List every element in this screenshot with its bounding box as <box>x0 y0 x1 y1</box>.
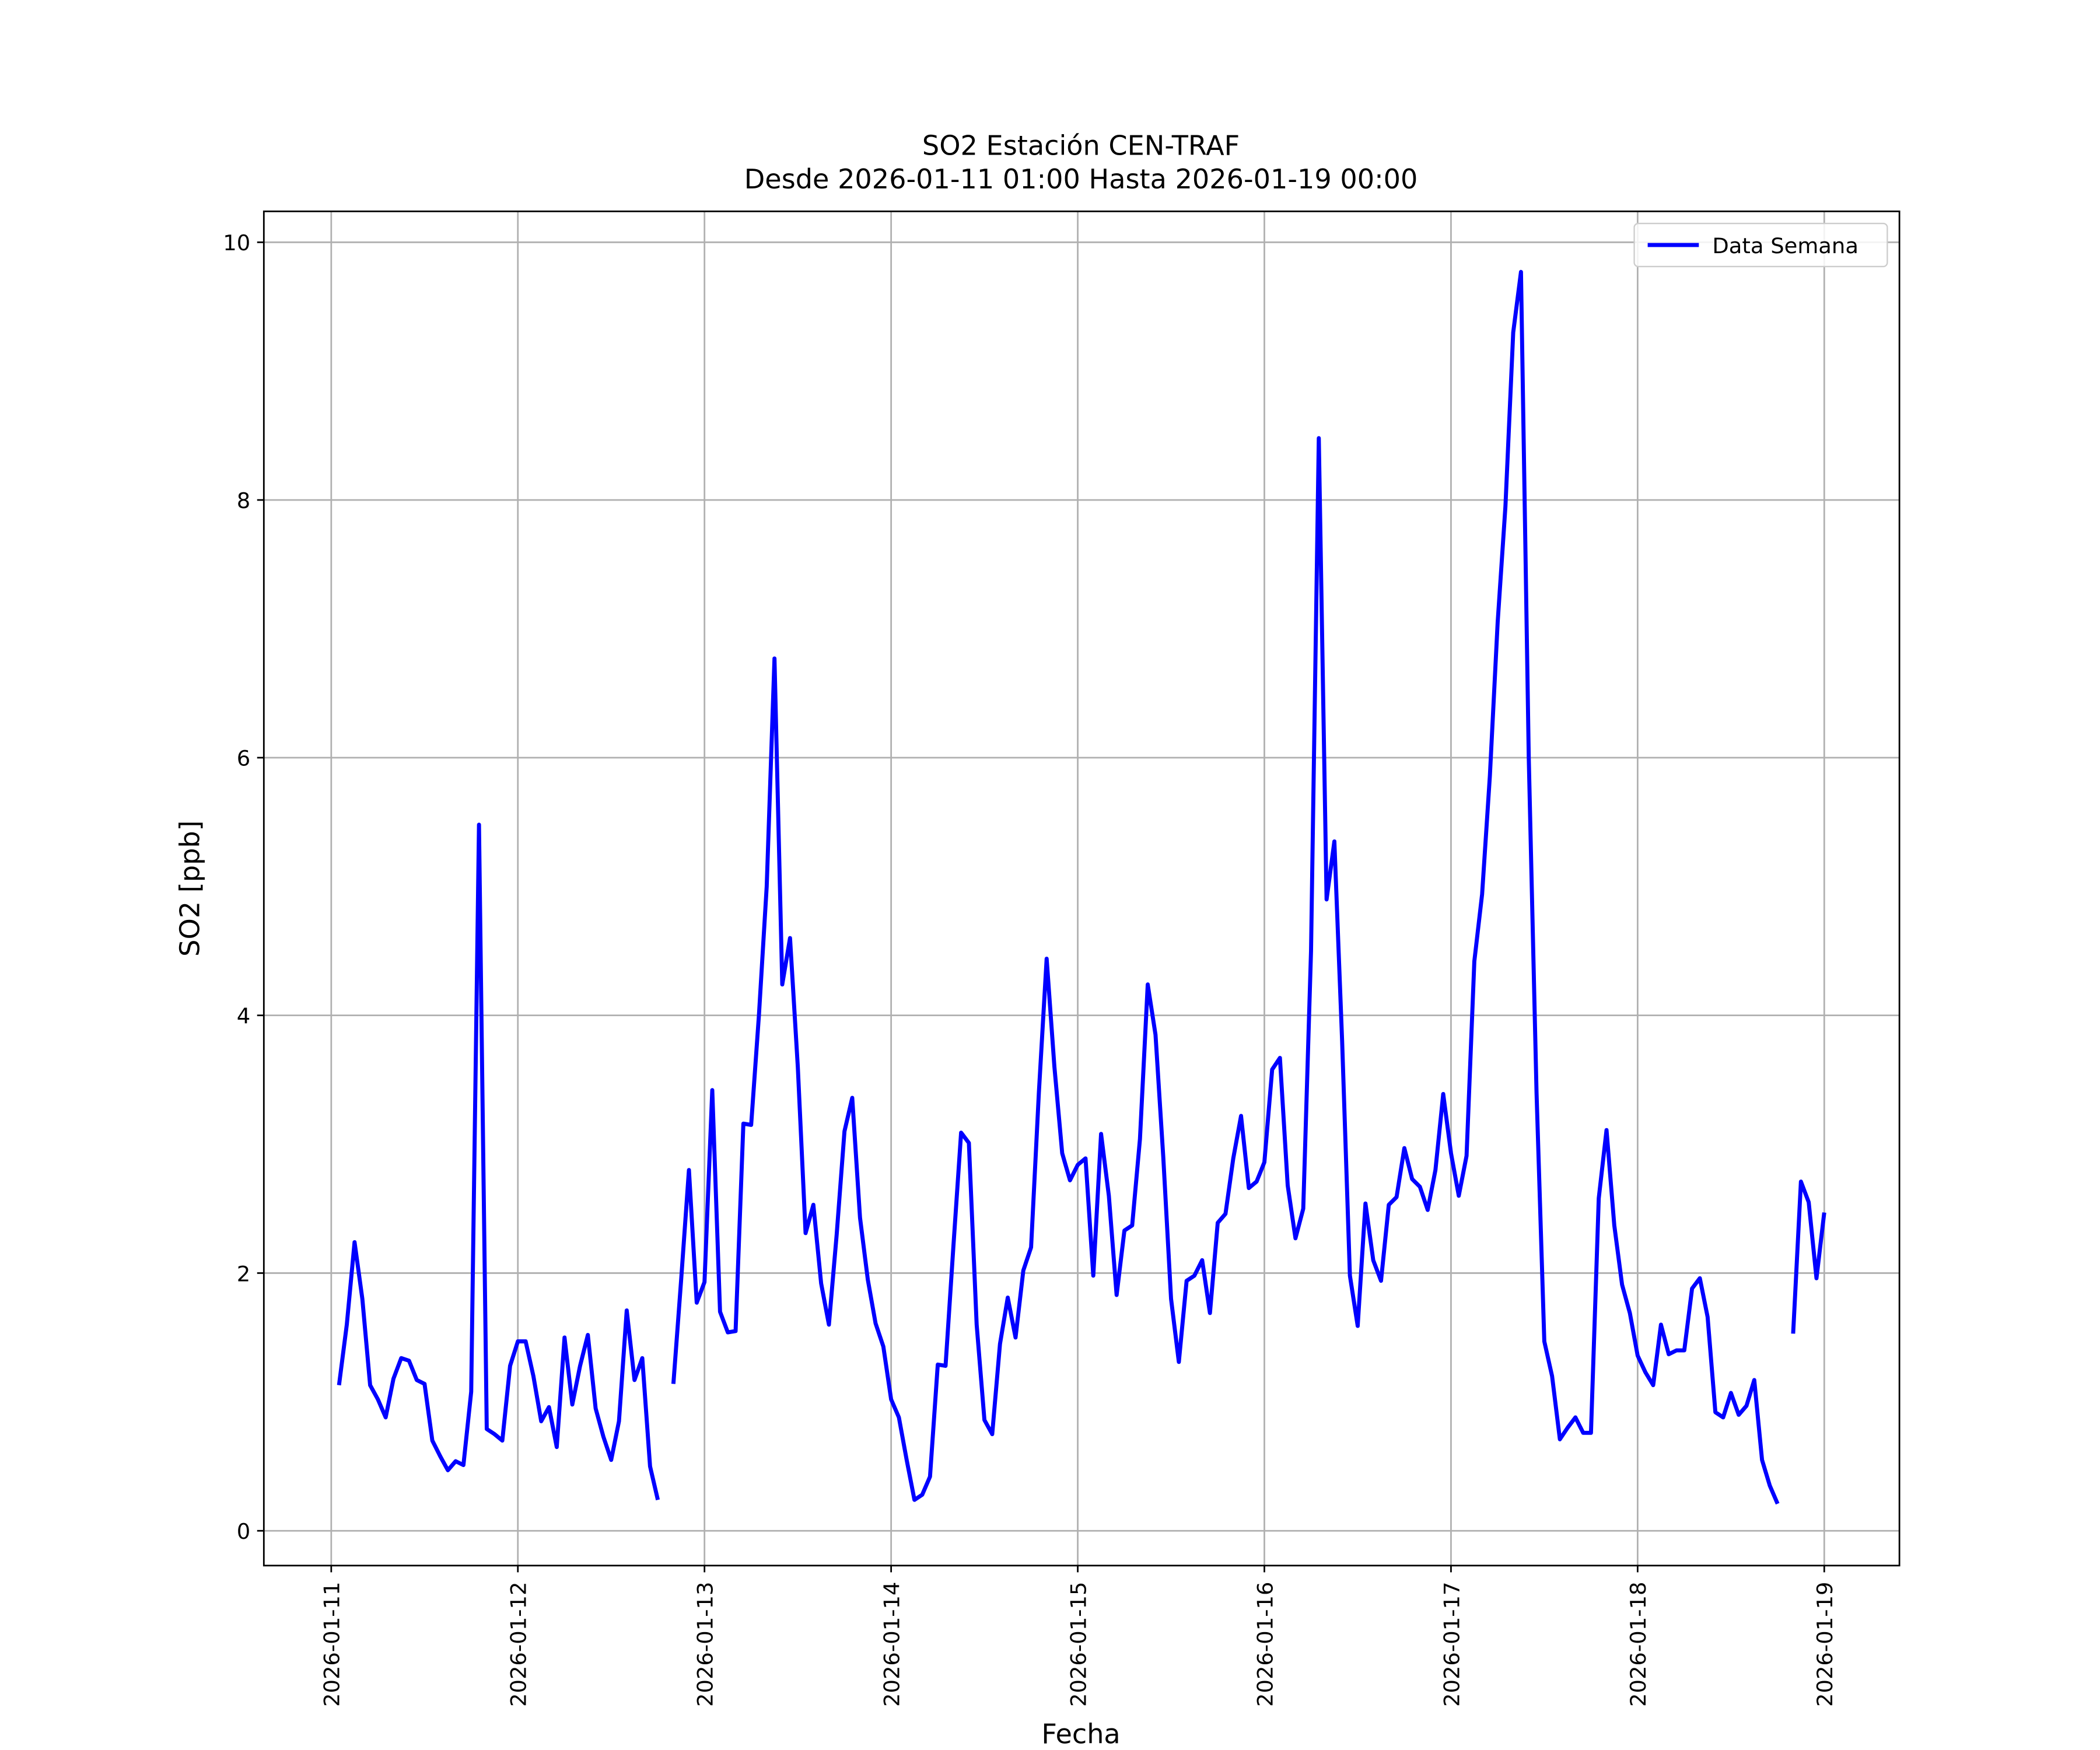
y-tick-label: 6 <box>237 746 250 771</box>
y-tick-label: 4 <box>237 1003 250 1028</box>
data-line <box>337 270 1826 1505</box>
x-tick-label: 2026-01-15 <box>1066 1582 1091 1707</box>
y-axis-label: SO2 [ppb] <box>174 820 206 957</box>
y-tick-label: 2 <box>237 1261 250 1286</box>
x-tick-label: 2026-01-14 <box>879 1582 904 1707</box>
y-tick-label: 8 <box>237 488 250 513</box>
x-tick-label: 2026-01-13 <box>693 1582 718 1707</box>
y-tick-label: 10 <box>223 230 250 256</box>
x-tick-label: 2026-01-16 <box>1252 1582 1278 1707</box>
x-tick-label: 2026-01-11 <box>320 1582 345 1707</box>
x-tick-label: 2026-01-18 <box>1626 1582 1651 1707</box>
chart-subtitle: Desde 2026-01-11 01:00 Hasta 2026-01-19 … <box>744 163 1418 195</box>
plot-area: 0 2 4 6 8 10 2026-01-11 2026-01-12 2026-01-13 202… <box>223 210 1901 1707</box>
x-tick-label: 2026-01-12 <box>506 1582 531 1707</box>
x-axis-label: Fecha <box>1041 1718 1120 1749</box>
legend-label: Data Semana <box>1712 233 1859 258</box>
axes-frame <box>262 210 1901 1567</box>
chart-title: SO2 Estación CEN-TRAF <box>922 130 1240 161</box>
x-tick-label: 2026-01-19 <box>1812 1582 1838 1707</box>
legend-box <box>1633 222 1888 268</box>
x-tick-label: 2026-01-17 <box>1439 1582 1464 1707</box>
y-tick-label: 0 <box>237 1519 250 1544</box>
